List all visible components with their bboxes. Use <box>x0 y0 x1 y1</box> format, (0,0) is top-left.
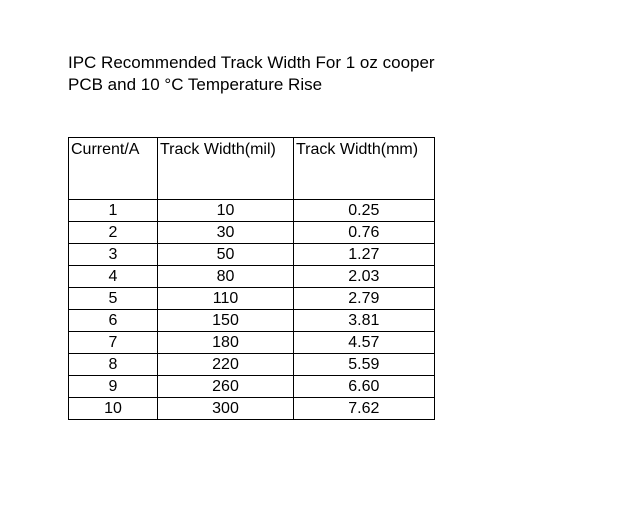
cell-current: 10 <box>68 397 158 420</box>
cell-current: 3 <box>68 243 158 266</box>
table-row: 5 110 2.79 <box>68 287 435 310</box>
cell-width-mm: 0.76 <box>293 221 435 244</box>
cell-width-mm: 4.57 <box>293 331 435 354</box>
cell-width-mm: 5.59 <box>293 353 435 376</box>
cell-width-mil: 300 <box>157 397 294 420</box>
cell-width-mil: 80 <box>157 265 294 288</box>
table-row: 4 80 2.03 <box>68 265 435 288</box>
cell-width-mil: 220 <box>157 353 294 376</box>
header-current: Current/A <box>68 137 158 200</box>
cell-width-mm: 3.81 <box>293 309 435 332</box>
cell-width-mil: 150 <box>157 309 294 332</box>
cell-current: 8 <box>68 353 158 376</box>
table-row: 8 220 5.59 <box>68 353 435 376</box>
cell-width-mil: 260 <box>157 375 294 398</box>
cell-current: 5 <box>68 287 158 310</box>
table-row: 1 10 0.25 <box>68 199 435 222</box>
cell-width-mil: 50 <box>157 243 294 266</box>
header-track-width-mm: Track Width(mm) <box>293 137 435 200</box>
cell-current: 1 <box>68 199 158 222</box>
cell-current: 4 <box>68 265 158 288</box>
cell-width-mm: 1.27 <box>293 243 435 266</box>
title-line-2: PCB and 10 °C Temperature Rise <box>68 75 323 94</box>
cell-current: 7 <box>68 331 158 354</box>
cell-width-mm: 2.79 <box>293 287 435 310</box>
cell-current: 6 <box>68 309 158 332</box>
track-width-table: Current/A Track Width(mil) Track Width(m… <box>68 137 435 420</box>
table-row: 9 260 6.60 <box>68 375 435 398</box>
table-row: 3 50 1.27 <box>68 243 435 266</box>
table-row: 2 30 0.76 <box>68 221 435 244</box>
table-row: 6 150 3.81 <box>68 309 435 332</box>
cell-width-mil: 110 <box>157 287 294 310</box>
table-row: 10 300 7.62 <box>68 397 435 420</box>
title-line-1: IPC Recommended Track Width For 1 oz coo… <box>68 53 435 72</box>
table-row: 7 180 4.57 <box>68 331 435 354</box>
cell-width-mil: 10 <box>157 199 294 222</box>
cell-current: 2 <box>68 221 158 244</box>
cell-width-mm: 2.03 <box>293 265 435 288</box>
cell-width-mil: 180 <box>157 331 294 354</box>
cell-width-mm: 6.60 <box>293 375 435 398</box>
table-header-row: Current/A Track Width(mil) Track Width(m… <box>68 137 435 200</box>
header-track-width-mil: Track Width(mil) <box>157 137 294 200</box>
cell-current: 9 <box>68 375 158 398</box>
cell-width-mm: 0.25 <box>293 199 435 222</box>
document-content: IPC Recommended Track Width For 1 oz coo… <box>68 52 435 420</box>
cell-width-mm: 7.62 <box>293 397 435 420</box>
cell-width-mil: 30 <box>157 221 294 244</box>
